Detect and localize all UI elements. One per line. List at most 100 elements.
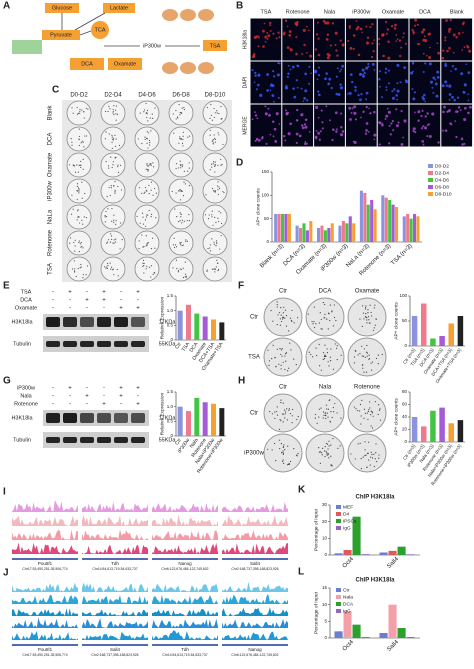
colony xyxy=(176,267,178,270)
bar xyxy=(411,417,418,442)
colony xyxy=(285,325,288,327)
nucleus xyxy=(373,69,376,71)
nucleus xyxy=(253,81,256,84)
colony xyxy=(276,306,278,308)
colony xyxy=(73,271,76,273)
colony xyxy=(361,345,363,347)
colony xyxy=(272,320,274,322)
colony xyxy=(367,316,370,318)
colony xyxy=(116,113,119,115)
band xyxy=(46,317,60,327)
nucleus xyxy=(451,95,454,99)
colony xyxy=(183,108,185,111)
coverage-track xyxy=(222,581,288,592)
colony xyxy=(143,264,145,267)
colony xyxy=(281,318,284,320)
colony xyxy=(213,134,215,136)
nucleus xyxy=(449,18,452,22)
sign: - xyxy=(69,394,71,400)
colony xyxy=(282,446,284,449)
gene-name: Nanog xyxy=(178,561,192,566)
nucleus xyxy=(468,49,472,53)
bar xyxy=(439,407,445,442)
colony xyxy=(296,418,298,421)
nucleus xyxy=(379,85,381,88)
y-axis-label: Relative Expression xyxy=(159,296,165,339)
nucleus xyxy=(276,73,280,77)
colony xyxy=(80,241,82,244)
colony xyxy=(78,190,80,192)
colony xyxy=(179,136,181,138)
nucleus xyxy=(331,138,334,142)
row-label: Ctr xyxy=(250,315,258,321)
colony xyxy=(104,266,106,268)
nucleus xyxy=(391,90,394,93)
nucleus xyxy=(322,19,326,23)
colony xyxy=(366,412,368,414)
nucleus xyxy=(424,62,427,65)
colony xyxy=(117,166,119,168)
colony xyxy=(114,192,116,194)
colony xyxy=(297,416,299,418)
colony xyxy=(311,320,313,323)
nucleus xyxy=(365,122,369,125)
label: D8-D10 xyxy=(205,93,226,99)
nucleus xyxy=(288,30,292,33)
nucleus xyxy=(466,44,468,47)
colony xyxy=(147,242,149,244)
nucleus xyxy=(286,76,289,79)
coverage-track xyxy=(12,631,78,640)
legend-label: iPSCs xyxy=(343,518,357,524)
legend-swatch xyxy=(336,512,341,516)
coverage-track xyxy=(82,501,148,512)
colony xyxy=(111,134,113,137)
y-tick-label: 100 xyxy=(399,293,407,298)
colony xyxy=(176,216,178,218)
sign: - xyxy=(69,306,71,312)
nucleus xyxy=(292,87,295,90)
colony xyxy=(108,167,110,169)
colony xyxy=(289,342,291,344)
colony xyxy=(76,183,79,185)
colony xyxy=(150,213,153,215)
nucleus xyxy=(318,138,322,141)
nucleus xyxy=(462,31,464,34)
nucleus xyxy=(271,94,275,97)
nucleus xyxy=(265,142,268,145)
colony xyxy=(276,414,279,416)
bar xyxy=(211,319,216,340)
nucleus xyxy=(256,117,259,120)
colony xyxy=(144,138,146,141)
colony xyxy=(212,163,214,165)
nucleus xyxy=(411,28,414,32)
coverage-track xyxy=(152,609,218,616)
label: TCA xyxy=(95,27,106,33)
y-tick-label: 0 xyxy=(324,635,327,640)
nucleus xyxy=(326,33,330,36)
coverage-track xyxy=(82,515,148,526)
coverage-track xyxy=(82,595,148,604)
colony xyxy=(146,138,149,140)
bar xyxy=(219,322,225,340)
y-tick-label: 1.0 xyxy=(167,308,174,313)
nucleus xyxy=(360,73,362,75)
nucleus xyxy=(269,24,272,27)
nucleus xyxy=(448,98,451,101)
nucleus xyxy=(395,124,399,128)
colony xyxy=(80,160,82,162)
nucleus xyxy=(444,80,448,84)
nucleus xyxy=(359,27,363,31)
colony xyxy=(282,317,285,319)
nucleus xyxy=(341,130,345,133)
box xyxy=(45,3,79,13)
nucleus xyxy=(257,45,260,48)
nucleus xyxy=(395,94,398,97)
label: Rotenone xyxy=(286,9,310,15)
colony xyxy=(182,244,184,246)
nucleus xyxy=(257,73,261,77)
nucleus xyxy=(429,46,431,49)
colony xyxy=(214,163,216,166)
colony xyxy=(179,268,181,270)
nucleus xyxy=(291,65,295,69)
nucleus xyxy=(334,43,337,46)
